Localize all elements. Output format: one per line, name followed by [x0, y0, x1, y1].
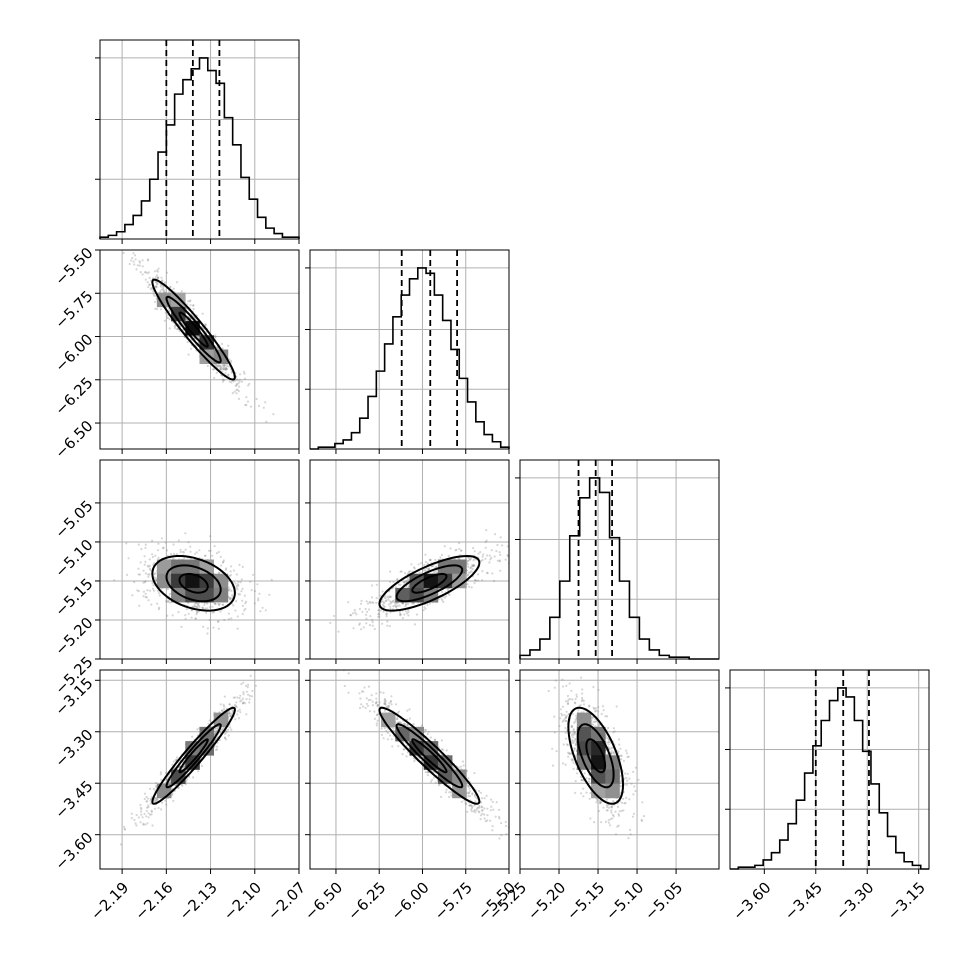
density-cell	[156, 559, 172, 575]
histogram-param-2	[519, 477, 719, 660]
contour-3-0-2	[151, 706, 236, 805]
tick-label-y-param-3: −3.60	[51, 829, 96, 874]
panel-frame-3-0	[99, 669, 300, 870]
tick-label-y-param-1: −5.50	[51, 244, 96, 289]
density-cell	[213, 573, 229, 589]
contour-3-2-2	[567, 706, 625, 805]
density-cell	[576, 712, 592, 728]
density-cell	[381, 712, 396, 728]
density-cell	[213, 712, 229, 728]
contour-1-0-2	[151, 278, 236, 381]
density-cell	[185, 321, 200, 336]
panel-bg-3-1	[310, 670, 509, 869]
contour-3-1-2	[378, 706, 481, 805]
density-cell	[199, 573, 215, 589]
density-cell	[156, 573, 172, 589]
histogram-param-0	[99, 57, 300, 239]
tick-label-x-param-3: −3.30	[832, 879, 877, 924]
density-cell	[409, 573, 425, 589]
contour-3-0-1	[165, 723, 222, 789]
contour-3-2-0	[585, 738, 607, 774]
density-blocks-2-0	[156, 559, 229, 603]
tick-label-x-param-1: −5.75	[431, 879, 476, 924]
tick-label-y-param-3: −3.45	[51, 777, 96, 822]
tick-label-x-param-1: −6.50	[301, 879, 346, 924]
panel-frame-3-1	[309, 669, 510, 870]
tick-label-x-param-0: −2.16	[131, 879, 176, 924]
tick-label-x-param-0: −2.19	[87, 879, 132, 924]
density-cell	[199, 349, 215, 365]
tick-label-x-param-3: −3.45	[781, 879, 826, 924]
tick-label-x-param-2: −5.10	[602, 879, 647, 924]
panel-bg-2-1	[310, 460, 509, 659]
contour-2-0-1	[165, 564, 222, 603]
tick-label-y-param-1: −5.75	[51, 287, 96, 332]
density-cell	[213, 587, 229, 603]
tick-label-y-param-2: −5.05	[51, 497, 96, 542]
tick-label-y-param-1: −6.25	[51, 374, 96, 419]
tick-label-y-param-2: −5.15	[51, 575, 96, 620]
tick-label-y-param-1: −6.50	[51, 417, 96, 462]
contour-2-1-1	[395, 564, 464, 603]
panel-frame-1-0	[99, 249, 300, 450]
density-cell	[452, 573, 467, 589]
density-blocks-2-1	[395, 559, 467, 603]
panel-frame-3-2	[519, 669, 720, 870]
tick-label-x-param-3: −3.15	[884, 879, 929, 924]
histogram-param-3	[730, 687, 929, 870]
contour-3-1-1	[395, 723, 464, 789]
density-cell	[171, 292, 186, 308]
tick-label-x-param-2: −5.15	[563, 879, 608, 924]
contour-3-1-0	[411, 738, 448, 774]
tick-label-x-param-2: −5.05	[641, 879, 686, 924]
density-cell	[452, 783, 467, 799]
tick-label-x-param-2: −5.20	[524, 879, 569, 924]
panel-frame-1-1	[309, 249, 510, 450]
tick-label-y-param-2: −5.20	[51, 614, 96, 659]
tick-label-y-param-3: −3.30	[51, 726, 96, 771]
density-cell	[185, 573, 200, 589]
contour-2-1-2	[378, 554, 481, 612]
axes-grid-1-1	[305, 250, 510, 454]
panel-bg-0-0	[100, 40, 299, 239]
tick-label-x-param-0: −2.13	[176, 879, 221, 924]
density-cell	[576, 726, 592, 742]
panel-frame-0-0	[99, 39, 300, 240]
density-cell	[605, 783, 620, 799]
tick-label-x-param-0: −2.10	[220, 879, 265, 924]
contour-2-0-0	[178, 572, 209, 594]
panel-frame-2-1	[309, 459, 510, 660]
contour-3-0-0	[178, 738, 209, 774]
tick-label-x-param-1: −6.00	[387, 879, 432, 924]
panel-frame-3-3	[729, 669, 930, 870]
contour-1-0-1	[165, 295, 222, 364]
density-cell	[437, 573, 453, 589]
density-cell	[591, 783, 606, 799]
panel-frame-2-0	[99, 459, 300, 660]
contour-2-0-2	[151, 555, 236, 612]
contour-3-2-1	[576, 723, 615, 789]
panel-frame-2-2	[519, 459, 720, 660]
contour-1-0-0	[178, 311, 209, 348]
histogram-param-1	[310, 267, 510, 450]
tick-label-y-param-2: −5.10	[51, 536, 96, 581]
tick-label-y-param-1: −6.00	[51, 330, 96, 375]
tick-label-x-param-3: −3.60	[729, 879, 774, 924]
tick-label-x-param-0: −2.07	[264, 879, 309, 924]
tick-label-x-param-1: −6.25	[344, 879, 389, 924]
contour-2-1-0	[411, 572, 448, 594]
